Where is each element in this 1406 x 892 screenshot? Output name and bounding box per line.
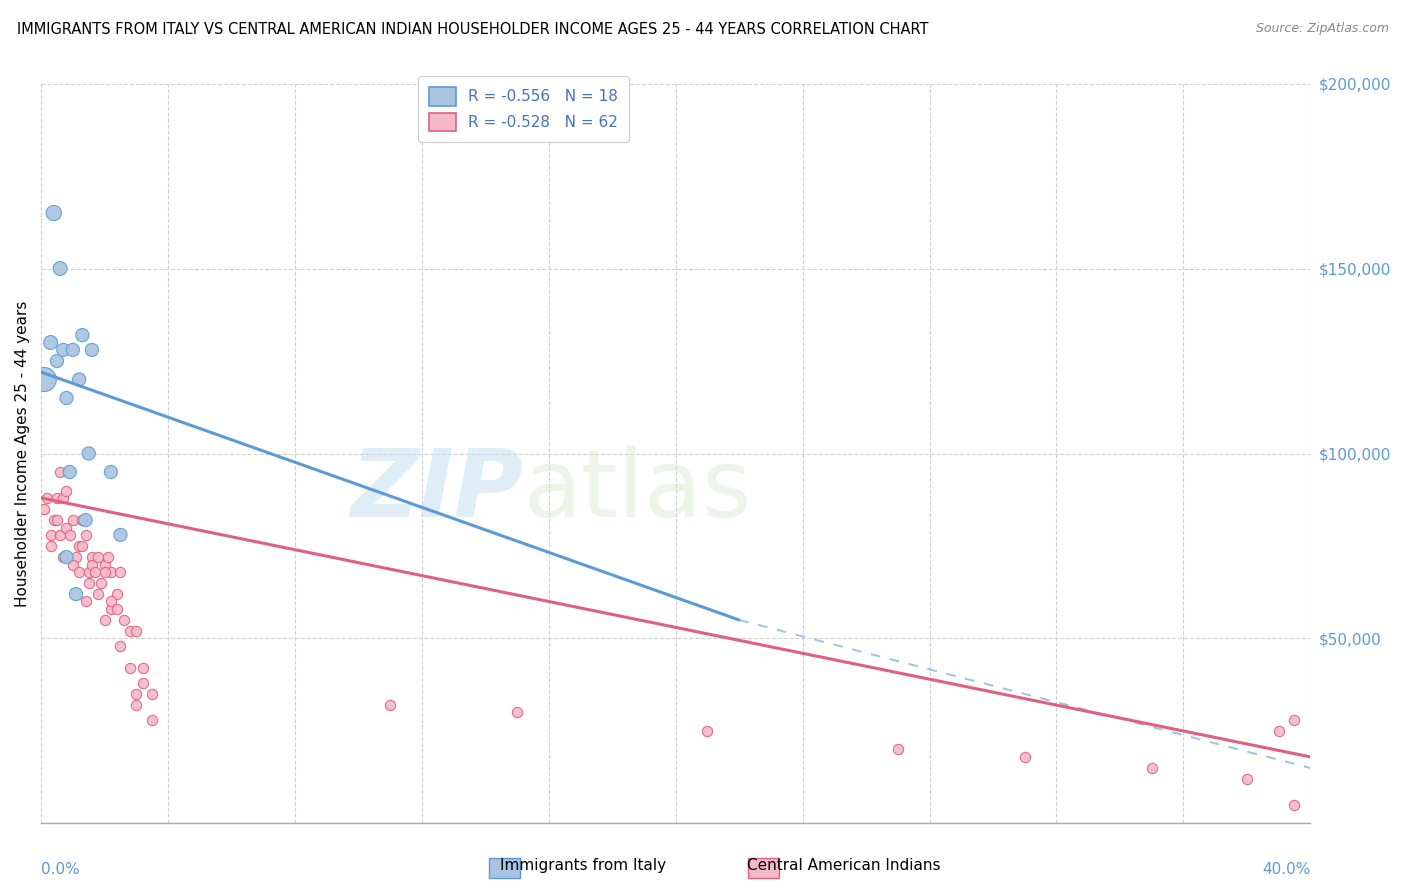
Point <box>93 565 115 579</box>
Point <box>80 558 103 572</box>
Point <box>1284 713 1306 727</box>
Point <box>100 602 122 616</box>
Point <box>93 558 115 572</box>
Text: IMMIGRANTS FROM ITALY VS CENTRAL AMERICAN INDIAN HOUSEHOLDER INCOME AGES 25 - 44: IMMIGRANTS FROM ITALY VS CENTRAL AMERICA… <box>17 22 928 37</box>
Point <box>32 372 55 386</box>
Text: atlas: atlas <box>523 444 752 536</box>
Legend: R = -0.556   N = 18, R = -0.528   N = 62: R = -0.556 N = 18, R = -0.528 N = 62 <box>418 77 628 142</box>
Point <box>84 565 107 579</box>
Point <box>67 539 90 553</box>
Point <box>141 713 163 727</box>
Point <box>105 587 128 601</box>
Point <box>32 502 55 516</box>
Point <box>90 576 112 591</box>
Point <box>110 639 132 653</box>
Point <box>118 624 141 639</box>
Point <box>112 613 135 627</box>
Point <box>100 465 122 479</box>
Point <box>75 513 97 527</box>
Point <box>118 661 141 675</box>
Point <box>77 576 100 591</box>
Point <box>80 343 103 357</box>
Point <box>39 539 62 553</box>
Point <box>67 565 90 579</box>
Point <box>39 528 62 542</box>
Point <box>59 465 82 479</box>
Point <box>72 539 94 553</box>
Point <box>87 550 110 565</box>
Point <box>42 206 65 220</box>
Point <box>1284 797 1306 812</box>
Point <box>887 742 910 756</box>
Point <box>97 550 120 565</box>
Text: Source: ZipAtlas.com: Source: ZipAtlas.com <box>1256 22 1389 36</box>
Point <box>52 491 75 505</box>
Point <box>52 550 75 565</box>
Point <box>1140 761 1163 775</box>
Point <box>1014 750 1036 764</box>
Point <box>100 594 122 608</box>
Point <box>72 513 94 527</box>
Point <box>46 354 69 368</box>
Point <box>62 513 84 527</box>
Point <box>65 587 87 601</box>
Text: ZIP: ZIP <box>350 444 523 536</box>
Point <box>55 483 77 498</box>
Point <box>65 550 87 565</box>
Point <box>100 565 122 579</box>
Point <box>110 528 132 542</box>
Y-axis label: Householder Income Ages 25 - 44 years: Householder Income Ages 25 - 44 years <box>15 301 30 607</box>
Point <box>55 391 77 405</box>
Point <box>67 372 90 386</box>
Point <box>49 528 72 542</box>
Point <box>125 698 148 712</box>
Point <box>49 261 72 276</box>
Point <box>77 565 100 579</box>
Point <box>131 661 153 675</box>
Point <box>39 335 62 350</box>
Point <box>49 465 72 479</box>
Text: Central American Indians: Central American Indians <box>747 858 941 872</box>
Point <box>52 343 75 357</box>
Point <box>55 550 77 565</box>
Point <box>55 520 77 534</box>
Point <box>141 687 163 701</box>
Point <box>378 698 401 712</box>
Text: Immigrants from Italy: Immigrants from Italy <box>501 858 666 872</box>
Point <box>696 723 718 738</box>
Point <box>72 328 94 343</box>
Point <box>1267 723 1289 738</box>
Point <box>110 565 132 579</box>
Point <box>62 558 84 572</box>
Point <box>77 446 100 460</box>
Point <box>37 491 59 505</box>
Point <box>125 687 148 701</box>
Point <box>105 602 128 616</box>
Point <box>93 613 115 627</box>
Point <box>87 587 110 601</box>
Text: 0.0%: 0.0% <box>41 863 80 878</box>
Point <box>80 550 103 565</box>
Text: 40.0%: 40.0% <box>1263 863 1310 878</box>
Point <box>75 528 97 542</box>
Point <box>42 513 65 527</box>
Point <box>125 624 148 639</box>
Point <box>46 513 69 527</box>
Point <box>506 706 529 720</box>
Point <box>62 343 84 357</box>
Point <box>1236 772 1258 786</box>
Point <box>46 491 69 505</box>
Point <box>75 594 97 608</box>
Point <box>59 528 82 542</box>
Point <box>131 676 153 690</box>
